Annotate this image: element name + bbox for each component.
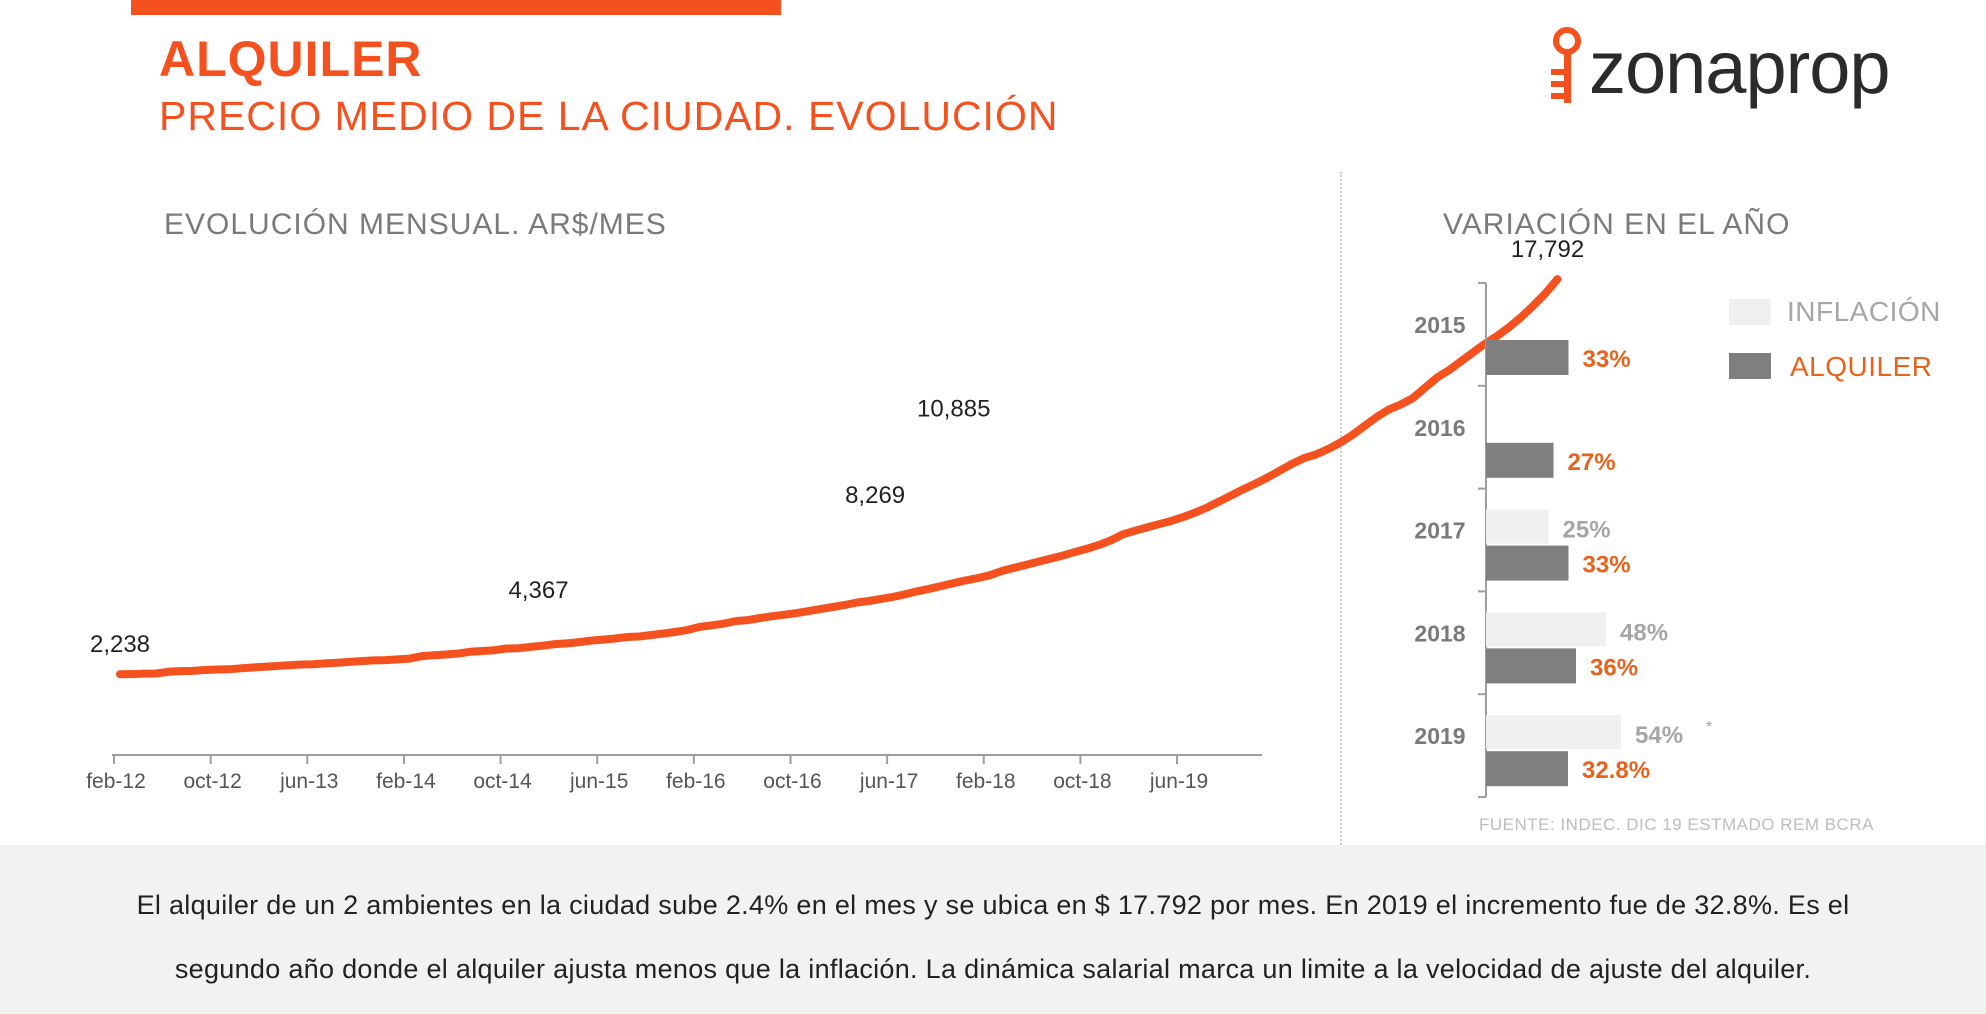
zonaprop-logo: zonaprop — [1545, 25, 1925, 115]
footer-panel: El alquiler de un 2 ambientes en la ciud… — [0, 845, 1986, 1014]
data-label: 8,269 — [845, 482, 905, 509]
page-subtitle: PRECIO MEDIO DE LA CIUDAD. EVOLUCIÓN — [159, 93, 1059, 139]
legend-label-alquiler: ALQUILER — [1790, 351, 1933, 382]
category-label: 2015 — [1414, 312, 1465, 338]
footer-line-1: El alquiler de un 2 ambientes en la ciud… — [136, 890, 1850, 920]
x-tick-label: oct-16 — [763, 770, 821, 793]
bar-label-alquiler: 33% — [1583, 552, 1631, 579]
x-tick-label: jun-19 — [1149, 770, 1208, 793]
header-accent-bar — [131, 0, 781, 15]
bar-label-alquiler: 33% — [1583, 346, 1631, 373]
bar-annotation: * — [1706, 719, 1712, 736]
section-divider — [1340, 172, 1342, 884]
x-tick-label: feb-12 — [86, 770, 146, 793]
bar-inflacion — [1486, 509, 1549, 544]
x-tick-label: oct-14 — [473, 770, 532, 793]
bar-label-inflacion: 48% — [1620, 619, 1668, 646]
bar-alquiler — [1486, 442, 1554, 478]
bar-label-inflacion: 54% — [1635, 722, 1683, 749]
data-label: 17,792 — [1511, 236, 1584, 263]
bar-alquiler — [1486, 648, 1576, 684]
page-title: ALQUILER — [159, 31, 423, 87]
category-label: 2019 — [1414, 723, 1465, 749]
bar-inflacion — [1486, 715, 1621, 750]
bar-label-alquiler: 27% — [1568, 449, 1616, 476]
data-label: 10,885 — [917, 396, 990, 423]
x-tick-label: oct-12 — [183, 770, 241, 793]
data-label: 2,238 — [90, 631, 150, 658]
bar-alquiler — [1486, 545, 1569, 581]
legend-swatch-inflacion — [1729, 299, 1771, 325]
bar-label-inflacion: 25% — [1563, 517, 1611, 544]
key-icon — [1551, 27, 1581, 103]
logo-text: zonaprop — [1589, 26, 1891, 109]
bar-label-alquiler: 32.8% — [1582, 757, 1650, 784]
bar-inflacion — [1486, 612, 1606, 647]
series-line-alquiler — [116, 275, 1562, 679]
legend-label-inflacion: INFLACIÓN — [1787, 296, 1941, 327]
bar-label-alquiler: 36% — [1590, 654, 1638, 681]
x-tick-label: jun-13 — [279, 770, 338, 793]
footer-line-2: segundo año donde el alquiler ajusta men… — [174, 954, 1812, 984]
x-tick-label: feb-16 — [666, 770, 726, 793]
source-note: FUENTE: INDEC. DIC 19 ESTMADO REM BCRA — [1479, 815, 1874, 834]
x-tick-label: jun-15 — [569, 770, 628, 793]
footer-text: El alquiler de un 2 ambientes en la ciud… — [0, 873, 1986, 1001]
legend-swatch-alquiler — [1729, 353, 1771, 379]
x-tick-label: oct-18 — [1053, 770, 1111, 793]
category-label: 2018 — [1414, 620, 1465, 646]
category-label: 2017 — [1414, 518, 1465, 544]
bar-alquiler — [1486, 340, 1569, 375]
data-label: 4,367 — [509, 577, 569, 604]
category-label: 2016 — [1414, 415, 1465, 441]
bar-chart-title: VARIACIÓN EN EL AÑO — [1443, 208, 1791, 241]
x-tick-label: jun-17 — [859, 770, 918, 793]
x-tick-label: feb-18 — [956, 770, 1016, 793]
line-chart-title: EVOLUCIÓN MENSUAL. AR$/MES — [164, 208, 667, 241]
x-tick-label: feb-14 — [376, 770, 436, 793]
bar-alquiler — [1486, 751, 1568, 787]
